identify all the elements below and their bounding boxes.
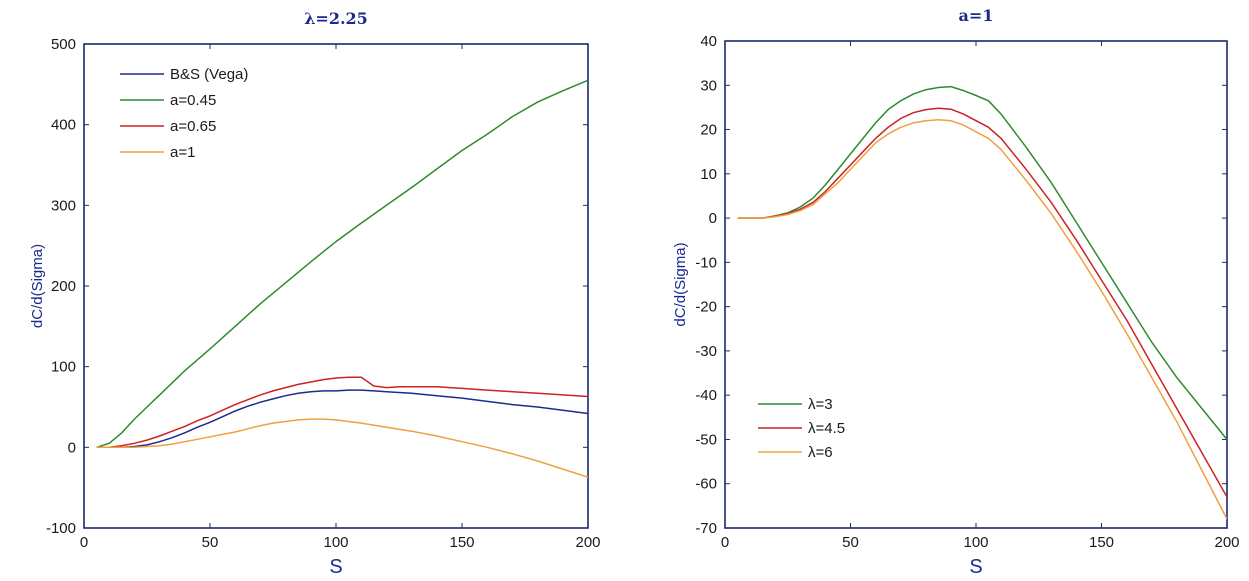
y-tick-label: 200 — [51, 278, 76, 295]
y-axis-label: dC/d(Sigma) — [672, 242, 689, 326]
axes-box — [724, 40, 1228, 529]
y-tick-label: 40 — [700, 33, 717, 50]
axes-box — [83, 43, 589, 529]
y-tick-label: -20 — [695, 299, 717, 316]
y-tick-label: 500 — [51, 36, 76, 53]
x-tick-label: 200 — [1214, 534, 1239, 551]
legend-label: λ=4.5 — [808, 420, 845, 437]
y-tick-label: -70 — [695, 520, 717, 537]
x-tick-label: 0 — [80, 534, 88, 551]
legend-label: λ=6 — [808, 444, 833, 461]
chart-panel-1: 0 50 100 150 200-1000100200300400500λ=2.25Sd… — [29, 9, 601, 578]
y-tick-label: 400 — [51, 117, 76, 134]
x-tick-label: 0 — [721, 534, 729, 551]
x-tick-label: 150 — [1089, 534, 1114, 551]
x-axis-label: S — [969, 556, 982, 578]
legend: λ=3 λ=4.5 λ=6 — [758, 396, 845, 461]
series-line-3 — [737, 119, 1227, 520]
y-tick-label: 0 — [68, 439, 76, 456]
legend-label: a=1 — [170, 144, 195, 161]
series-line-1 — [737, 85, 1227, 440]
x-tick-label: 100 — [963, 534, 988, 551]
y-tick-label: -100 — [46, 520, 76, 537]
x-tick-label: 200 — [575, 534, 600, 551]
y-tick-label: 20 — [700, 122, 717, 139]
y-tick-label: -50 — [695, 431, 717, 448]
y-tick-label: -10 — [695, 254, 717, 271]
x-axis-label: S — [329, 556, 342, 578]
y-tick-label: -30 — [695, 343, 717, 360]
chart-title: a=1 — [959, 6, 994, 25]
legend-label: a=0.45 — [170, 92, 216, 109]
y-tick-label: 0 — [709, 210, 717, 227]
legend-label: B&S (Vega) — [170, 66, 248, 83]
legend-label: λ=3 — [808, 396, 833, 413]
series-line-1 — [96, 389, 588, 449]
series-line-2 — [96, 79, 588, 449]
x-tick-label: 100 — [323, 534, 348, 551]
y-tick-label: 300 — [51, 197, 76, 214]
y-tick-label: 30 — [700, 77, 717, 94]
chart-panel-2: 0 50 100 150 200 -70 -60 -50 -40 -30 -20 -10 0 10 20 30… — [672, 6, 1240, 578]
series-line-3 — [96, 376, 588, 449]
y-tick-label: 10 — [700, 166, 717, 183]
x-tick-label: 50 — [202, 534, 219, 551]
series-line-2 — [737, 107, 1227, 498]
x-tick-label: 50 — [842, 534, 859, 551]
series-line-4 — [96, 418, 588, 478]
y-tick-label: -60 — [695, 476, 717, 493]
legend-label: a=0.65 — [170, 118, 216, 135]
y-tick-label: -40 — [695, 387, 717, 404]
y-axis-label: dC/d(Sigma) — [29, 244, 46, 328]
chart-title: λ=2.25 — [304, 9, 368, 28]
y-tick-label: 100 — [51, 359, 76, 376]
legend: B&S (Vega) a=0.45 a=0.65 a=1 — [120, 66, 248, 161]
x-tick-label: 150 — [449, 534, 474, 551]
